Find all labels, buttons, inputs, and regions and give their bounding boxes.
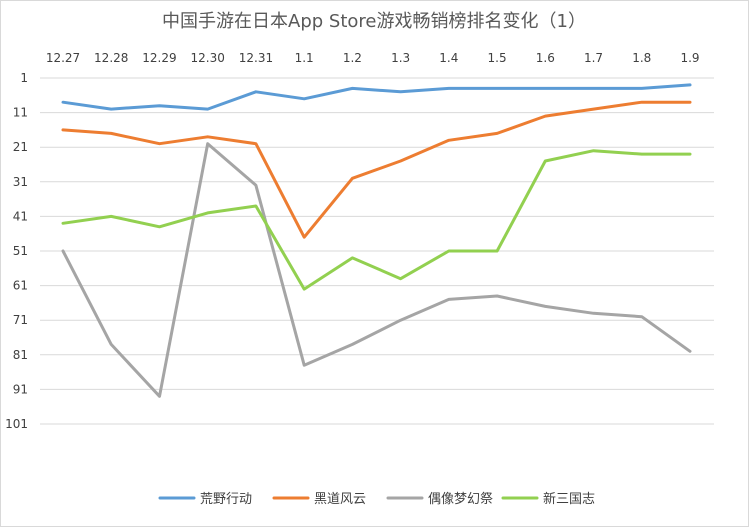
legend-label: 黑道风云 — [314, 492, 366, 507]
x-tick-label: 12.28 — [94, 51, 128, 65]
y-tick-label: 81 — [13, 348, 28, 362]
x-tick-label: 1.6 — [536, 51, 555, 65]
x-tick-label: 1.5 — [488, 51, 507, 65]
legend-label: 荒野行动 — [200, 492, 252, 507]
series-line — [61, 100, 692, 239]
y-tick-label: 61 — [13, 279, 28, 293]
x-tick-label: 1.4 — [439, 51, 458, 65]
y-tick-label: 91 — [13, 382, 28, 396]
y-tick-label: 41 — [13, 209, 28, 223]
x-tick-label: 12.29 — [142, 51, 176, 65]
y-tick-label: 101 — [5, 417, 28, 431]
x-tick-label: 1.1 — [295, 51, 314, 65]
x-tick-label: 12.31 — [239, 51, 273, 65]
legend-label: 偶像梦幻祭 — [428, 492, 493, 507]
y-tick-label: 21 — [13, 140, 28, 154]
series-line — [61, 83, 692, 111]
x-tick-label: 1.7 — [584, 51, 603, 65]
series-line — [61, 149, 692, 291]
y-tick-label: 71 — [13, 313, 28, 327]
legend-label: 新三国志 — [543, 491, 595, 507]
chart-title: 中国手游在日本App Store游戏畅销榜排名变化（1） — [162, 11, 586, 32]
x-tick-labels: 12.27 12.28 12.29 12.30 12.31 1.1 1.2 1.3 1.4 1.5… — [46, 51, 700, 65]
x-tick-label: 1.2 — [343, 51, 362, 65]
x-tick-label: 1.9 — [680, 51, 699, 65]
y-tick-label: 51 — [13, 244, 28, 258]
x-tick-label: 12.30 — [191, 51, 225, 65]
x-tick-label: 1.3 — [391, 51, 410, 65]
series-layer — [61, 83, 692, 398]
series-line — [61, 142, 692, 398]
y-tick-label: 1 — [20, 71, 28, 85]
grid-layer — [40, 77, 714, 425]
y-tick-label: 11 — [13, 106, 28, 120]
x-tick-label: 1.8 — [632, 51, 651, 65]
y-tick-label: 31 — [13, 175, 28, 189]
legend: 荒野行动 黑道风云 偶像梦幻祭 新三国志 — [158, 491, 595, 507]
x-tick-label: 12.27 — [46, 51, 80, 65]
